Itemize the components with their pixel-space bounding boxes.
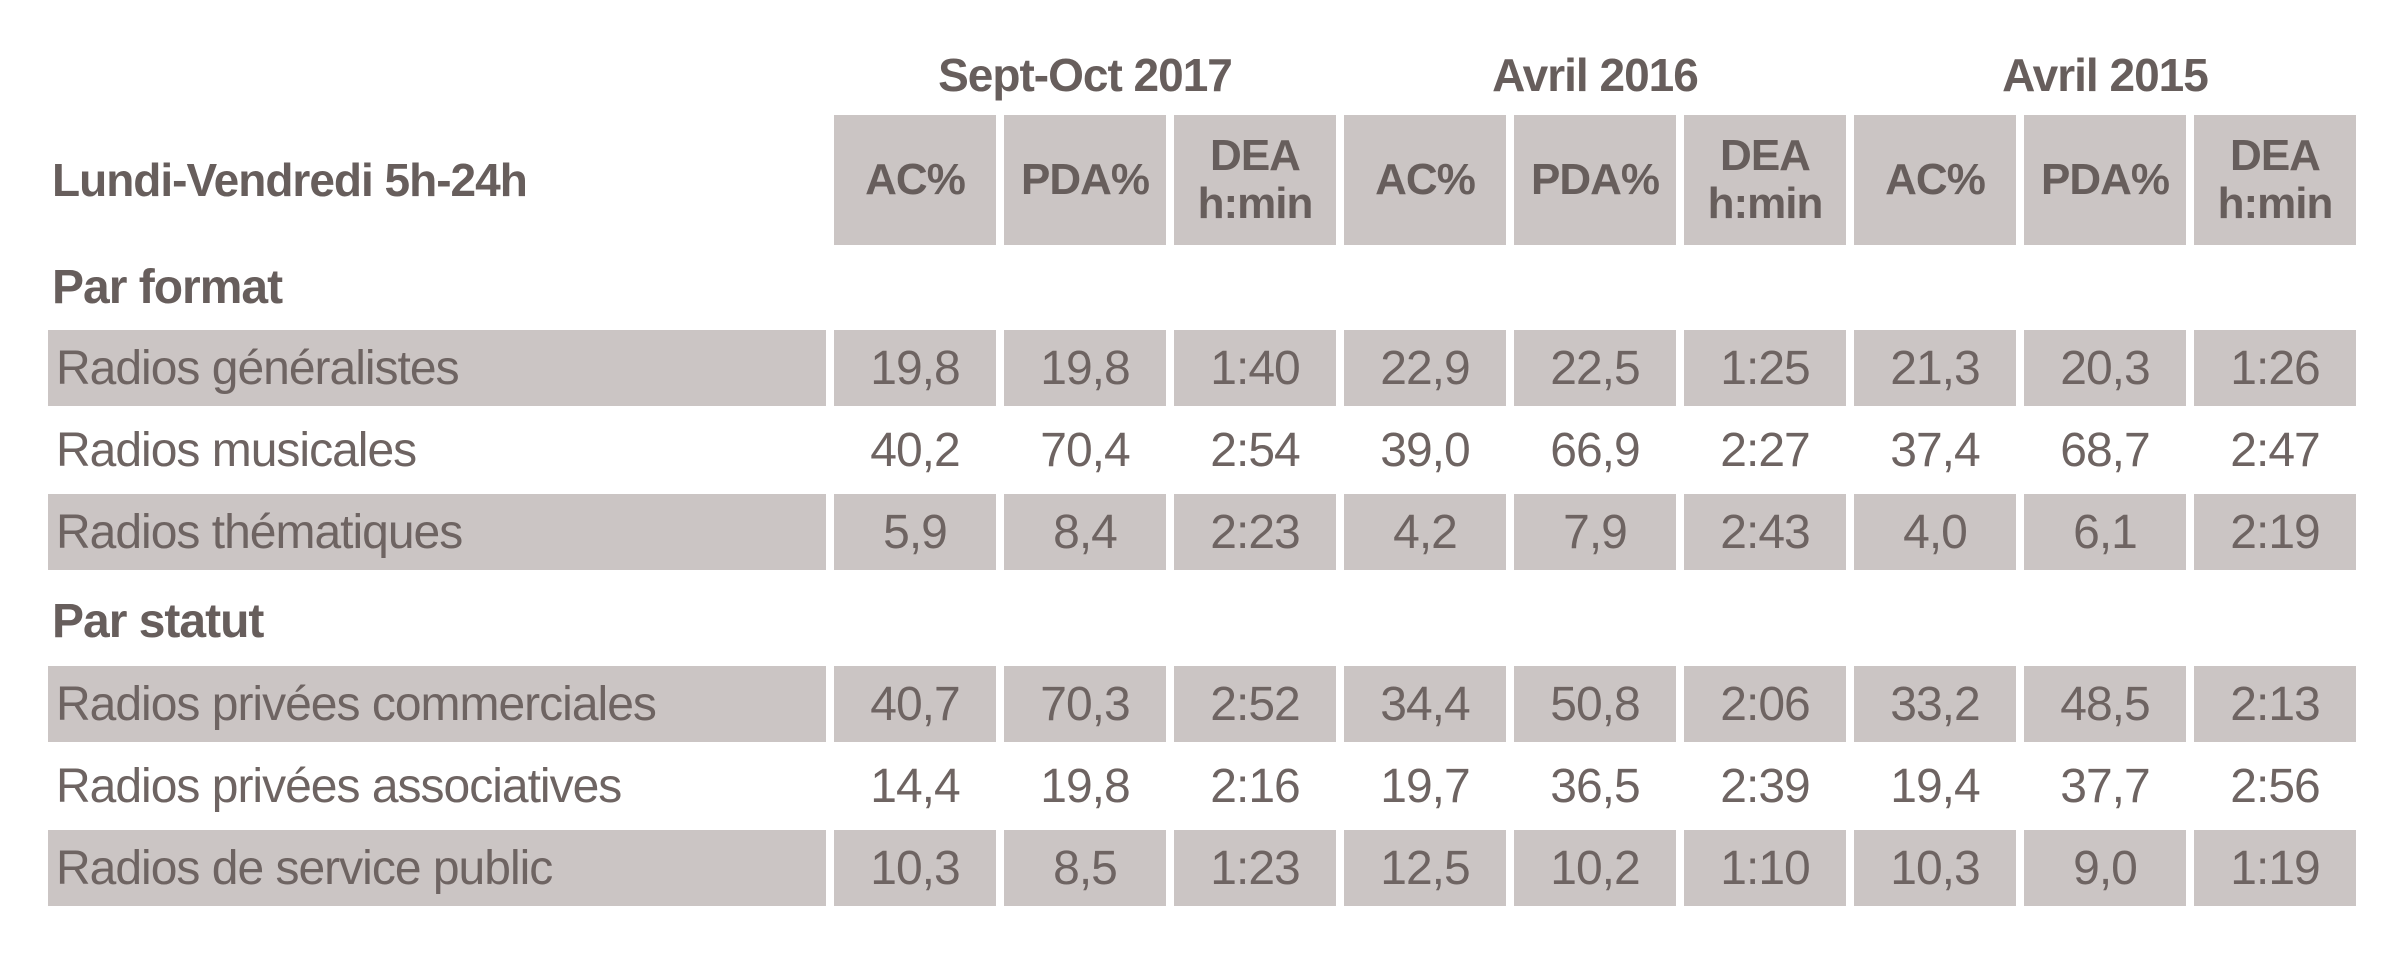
value-cell: 9,0: [2024, 830, 2186, 906]
value-cell: 2:23: [1174, 494, 1336, 570]
metric-header-pda: PDA%: [2024, 115, 2186, 245]
value-cell: 8,5: [1004, 830, 1166, 906]
metric-header-pda: PDA%: [1514, 115, 1676, 245]
value-cell: 7,9: [1514, 494, 1676, 570]
metric-header-dea: DEA h:min: [1684, 115, 1846, 245]
table-row-radios-de-service-public: Radios de service public 10,3 8,5 1:23 1…: [48, 830, 2356, 906]
value-cell: 5,9: [834, 494, 996, 570]
radio-audience-table: Sept-Oct 2017 Avril 2016 Avril 2015 Lund…: [48, 29, 2356, 906]
metric-header-dea-line1: DEA: [2230, 131, 2321, 180]
value-cell: 1:25: [1684, 330, 1846, 406]
value-cell: 2:16: [1210, 759, 1300, 813]
value-cell: 14,4: [870, 759, 960, 813]
value-cell: 2:27: [1720, 423, 1810, 477]
table-row-radios-thematiques: Radios thématiques 5,9 8,4 2:23 4,2 7,9 …: [48, 494, 2356, 570]
metric-header-dea-line1: DEA: [1720, 131, 1811, 180]
value-cell: 70,4: [1040, 423, 1130, 477]
table-row-radios-musicales: Radios musicales 40,2 70,4 2:54 39,0 66,…: [48, 412, 2356, 488]
metric-header-pda: PDA%: [1004, 115, 1166, 245]
value-cell: 50,8: [1514, 666, 1676, 742]
metric-header-dea-line2: h:min: [1707, 179, 1824, 228]
metric-header-dea: DEA h:min: [1174, 115, 1336, 245]
value-cell: 20,3: [2024, 330, 2186, 406]
table-row-radios-privees-commerciales: Radios privées commerciales 40,7 70,3 2:…: [48, 666, 2356, 742]
value-cell: 68,7: [2060, 423, 2150, 477]
value-cell: 21,3: [1854, 330, 2016, 406]
value-cell: 1:26: [2194, 330, 2356, 406]
value-cell: 19,7: [1380, 759, 1470, 813]
value-cell: 2:52: [1174, 666, 1336, 742]
value-cell: 4,0: [1854, 494, 2016, 570]
row-label: Radios généralistes: [48, 330, 826, 406]
section-title-par-format: Par format: [52, 261, 283, 314]
period-header-avril-2016: Avril 2016: [1492, 49, 1699, 101]
value-cell: 39,0: [1380, 423, 1470, 477]
period-header-sept-oct-2017: Sept-Oct 2017: [938, 49, 1233, 101]
value-cell: 6,1: [2024, 494, 2186, 570]
value-cell: 66,9: [1550, 423, 1640, 477]
value-cell: 2:54: [1210, 423, 1300, 477]
table-row-radios-privees-associatives: Radios privées associatives 14,4 19,8 2:…: [48, 748, 2356, 824]
metric-header-dea-line2: h:min: [2217, 179, 2334, 228]
corner-spacer: [48, 29, 826, 115]
row-label: Radios de service public: [48, 830, 826, 906]
value-cell: 2:47: [2230, 423, 2320, 477]
value-cell: 2:39: [1720, 759, 1810, 813]
value-cell: 12,5: [1344, 830, 1506, 906]
value-cell: 22,5: [1514, 330, 1676, 406]
value-cell: 70,3: [1004, 666, 1166, 742]
row-label: Radios privées commerciales: [48, 666, 826, 742]
metric-header-row: Lundi-Vendredi 5h-24h AC% PDA% DEA h:min…: [48, 115, 2356, 245]
period-header-avril-2015: Avril 2015: [2002, 49, 2209, 101]
row-label: Radios thématiques: [48, 494, 826, 570]
value-cell: 2:06: [1684, 666, 1846, 742]
value-cell: 10,3: [834, 830, 996, 906]
value-cell: 10,2: [1514, 830, 1676, 906]
value-cell: 8,4: [1004, 494, 1166, 570]
value-cell: 1:19: [2194, 830, 2356, 906]
metric-header-dea-line2: h:min: [1197, 179, 1314, 228]
table-row-radios-generalistes: Radios généralistes 19,8 19,8 1:40 22,9 …: [48, 330, 2356, 406]
value-cell: 33,2: [1854, 666, 2016, 742]
metric-header-dea: DEA h:min: [2194, 115, 2356, 245]
value-cell: 10,3: [1854, 830, 2016, 906]
metric-header-ac: AC%: [1854, 115, 2016, 245]
metric-header-dea-line1: DEA: [1210, 131, 1301, 180]
row-label: Radios musicales: [56, 423, 417, 477]
value-cell: 19,8: [834, 330, 996, 406]
value-cell: 37,7: [2060, 759, 2150, 813]
value-cell: 36,5: [1550, 759, 1640, 813]
value-cell: 19,4: [1890, 759, 1980, 813]
value-cell: 19,8: [1004, 330, 1166, 406]
value-cell: 19,8: [1040, 759, 1130, 813]
section-title-par-statut: Par statut: [52, 594, 264, 648]
period-header-row: Sept-Oct 2017 Avril 2016 Avril 2015: [48, 29, 2356, 115]
value-cell: 2:43: [1684, 494, 1846, 570]
value-cell: 2:13: [2194, 666, 2356, 742]
value-cell: 40,7: [834, 666, 996, 742]
value-cell: 34,4: [1344, 666, 1506, 742]
row-label: Radios privées associatives: [56, 759, 622, 813]
value-cell: 2:19: [2194, 494, 2356, 570]
value-cell: 48,5: [2024, 666, 2186, 742]
value-cell: 1:23: [1174, 830, 1336, 906]
value-cell: 40,2: [870, 423, 960, 477]
value-cell: 37,4: [1890, 423, 1980, 477]
value-cell: 1:40: [1174, 330, 1336, 406]
value-cell: 1:10: [1684, 830, 1846, 906]
value-cell: 22,9: [1344, 330, 1506, 406]
metric-header-ac: AC%: [834, 115, 996, 245]
table-title: Lundi-Vendredi 5h-24h: [52, 154, 528, 206]
value-cell: 2:56: [2230, 759, 2320, 813]
metric-header-ac: AC%: [1344, 115, 1506, 245]
value-cell: 4,2: [1344, 494, 1506, 570]
